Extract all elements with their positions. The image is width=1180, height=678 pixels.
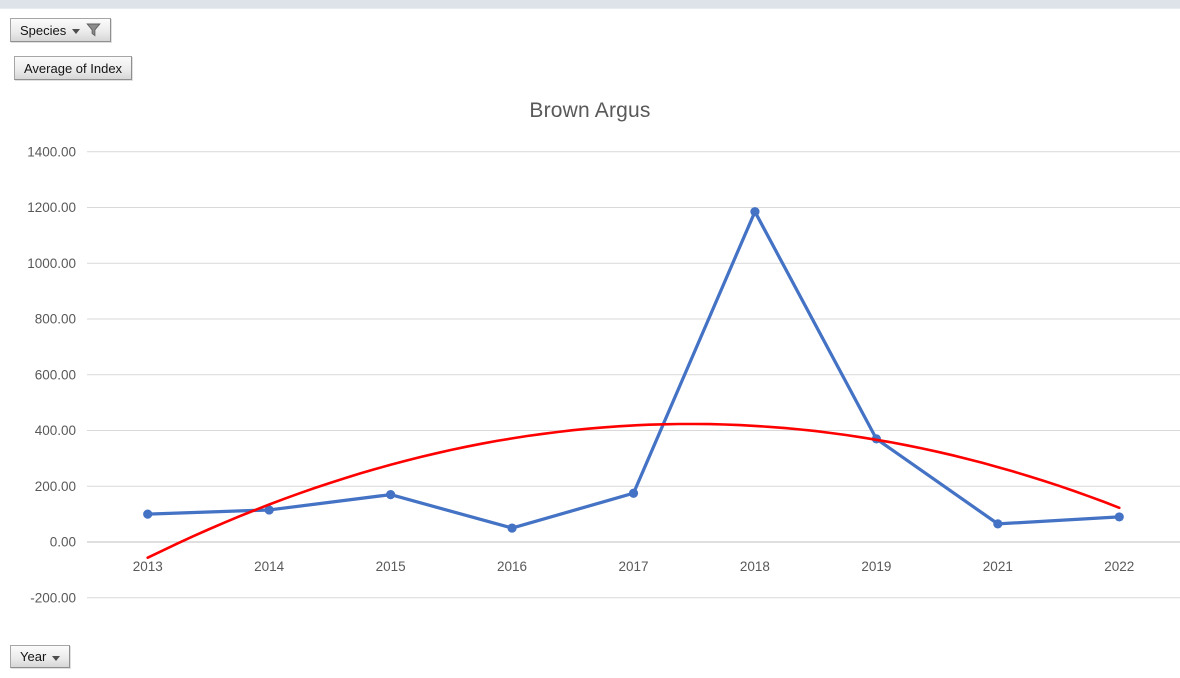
species-filter-button[interactable]: Species [10, 18, 112, 42]
x-tick-label: 2017 [618, 559, 648, 574]
chevron-down-icon [52, 655, 61, 661]
data-point-marker[interactable] [628, 488, 639, 498]
y-tick-label: 0.00 [50, 535, 76, 550]
y-tick-label: 400.00 [35, 423, 76, 438]
chart-title: Brown Argus [529, 99, 651, 122]
polynomial-trendline [146, 422, 1121, 560]
x-tick-label: 2015 [376, 559, 406, 574]
x-tick-label: 2019 [861, 559, 891, 574]
species-filter-label: Species [20, 22, 67, 38]
window-top-strip [0, 0, 1180, 9]
series-line [146, 210, 1121, 530]
data-point-marker[interactable] [143, 509, 153, 519]
year-axis-field-button[interactable]: Year [10, 645, 71, 668]
y-tick-label: 600.00 [35, 367, 76, 382]
data-point-marker[interactable] [386, 490, 396, 500]
y-tick-label: -200.00 [30, 590, 76, 605]
x-tick-label: 2016 [497, 559, 527, 574]
x-tick-label: 2022 [1104, 559, 1134, 574]
x-tick-label: 2018 [740, 559, 770, 574]
y-tick-label: 200.00 [35, 479, 76, 494]
year-axis-label: Year [20, 649, 47, 664]
data-point-marker[interactable] [1114, 512, 1124, 522]
y-tick-label: 1200.00 [27, 200, 76, 215]
x-tick-label: 2014 [254, 559, 285, 574]
data-point-marker[interactable] [993, 519, 1003, 529]
y-tick-label: 800.00 [35, 312, 76, 327]
y-tick-label: 1400.00 [27, 144, 76, 159]
data-point-marker[interactable] [750, 207, 760, 217]
data-point-marker[interactable] [507, 523, 517, 533]
value-field-button[interactable]: Average of Index [14, 56, 133, 80]
chevron-down-icon [72, 29, 81, 34]
x-tick-label: 2021 [983, 559, 1013, 574]
y-tick-label: 1000.00 [27, 256, 76, 271]
funnel-filter-icon [86, 23, 102, 37]
x-tick-label: 2013 [133, 559, 163, 574]
value-field-label: Average of Index [24, 60, 123, 76]
data-point-marker[interactable] [264, 505, 274, 515]
